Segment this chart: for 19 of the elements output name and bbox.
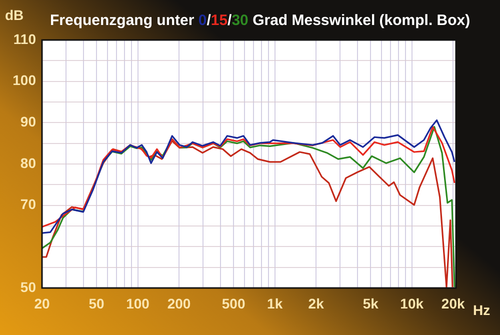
x-tick-label: 50 [88, 295, 105, 312]
x-tick-label: 2k [308, 295, 324, 312]
x-tick-label: 100 [126, 295, 150, 312]
chart-title: Frequenzgang unter 0/15/30 Grad Messwinkel (kompl. Box) [50, 12, 470, 29]
y-tick-label: 50 [20, 278, 36, 295]
y-tick-label: 110 [13, 30, 36, 47]
x-tick-label: 20k [441, 295, 465, 312]
x-tick-label: 20 [34, 295, 50, 312]
y-tick-label: 80 [20, 154, 36, 171]
x-tick-label: 200 [167, 295, 191, 312]
y-tick-label: 70 [20, 196, 36, 212]
x-tick-label: 1k [267, 295, 283, 312]
y-tick-label: 100 [12, 72, 36, 88]
x-tick-label: 10k [400, 295, 424, 312]
x-tick-label: 500 [222, 295, 246, 312]
y-tick-label: 90 [20, 114, 36, 130]
x-axis-title: Hz [473, 302, 490, 318]
y-axis-title: dB [5, 7, 24, 23]
x-tick-label: 5k [362, 295, 379, 312]
